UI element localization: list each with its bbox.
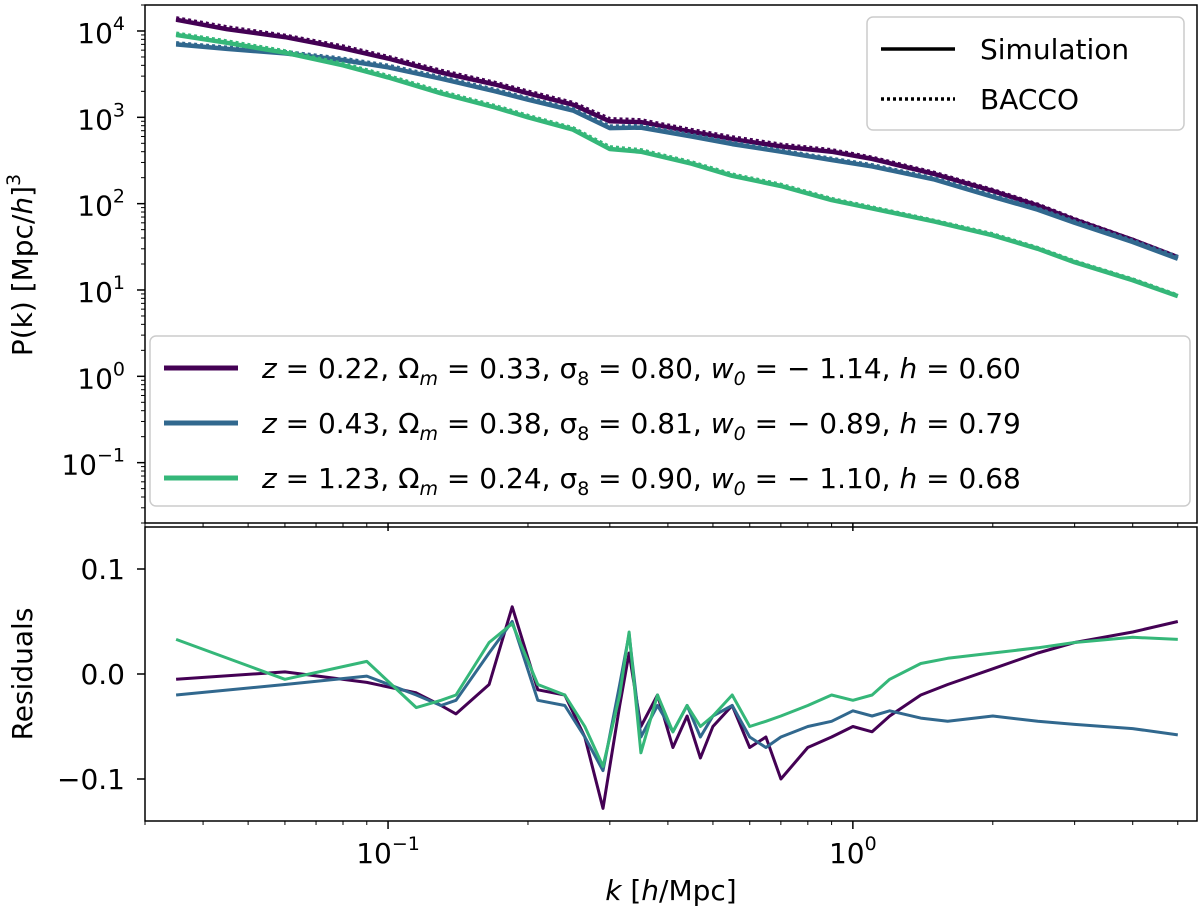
parameter-legend-box: [149, 335, 1191, 507]
bottom-y-tick-label: −0.1: [57, 763, 125, 796]
bottom-y-tick-label: 0.0: [80, 658, 125, 691]
top-y-axis-label: P(k) [Mpc/h]3: [3, 174, 39, 356]
x-tick-label: 100: [829, 833, 877, 870]
series-1-simulation-line: [175, 42, 1179, 261]
series-2-residual-line: [175, 622, 1178, 768]
x-tick-label: 10−1: [356, 833, 420, 870]
top-y-ticks: 10−1 100 101 102 103 104: [61, 4, 145, 524]
bottom-series-group: [175, 605, 1179, 810]
line-style-legend: Simulation BACCO: [866, 16, 1185, 131]
series-2-bacco-line: [175, 31, 1179, 298]
series-0-residual-line: [175, 605, 1179, 810]
series-0-bacco-line: [175, 16, 1179, 260]
parameter-legend: z = 0.22, Ωm = 0.33, σ8 = 0.80, w0 = − 1…: [149, 335, 1191, 507]
x-axis-label: k [h/Mpc]: [605, 874, 736, 907]
power-spectrum-panel: 10−1 100 101 102 103 104 P(k) [Mpc/h]3 Simula…: [3, 4, 1198, 531]
top-series-group: [175, 16, 1179, 299]
top-y-tick-label: 101: [77, 272, 125, 309]
top-y-tick-label: 102: [77, 186, 125, 223]
top-y-tick-label: 10−1: [61, 445, 125, 482]
legend-label-1: z = 0.43, Ωm = 0.38, σ8 = 0.81, w0 = − 0…: [261, 407, 1021, 445]
bottom-y-axis-label: Residuals: [6, 608, 39, 741]
line-style-legend-box: [866, 16, 1185, 131]
series-1-bacco-line: [175, 41, 1179, 260]
top-y-tick-label: 104: [77, 13, 125, 50]
bottom-y-ticks: 0.1 0.0 −0.1: [57, 553, 145, 796]
top-y-tick-label: 103: [77, 99, 125, 136]
series-1-residual-line: [175, 620, 1179, 773]
legend-bacco-label: BACCO: [980, 83, 1079, 116]
residuals-panel: 0.1 0.0 −0.1 10−1 100 Residuals k [h/Mpc]: [6, 526, 1198, 907]
bottom-y-tick-label: 0.1: [80, 553, 125, 586]
legend-simulation-label: Simulation: [980, 33, 1129, 66]
bottom-x-ticks: 10−1 100: [144, 821, 1179, 870]
top-y-tick-label: 100: [77, 358, 125, 395]
legend-label-0: z = 0.22, Ωm = 0.33, σ8 = 0.80, w0 = − 1…: [261, 352, 1021, 390]
legend-label-2: z = 1.23, Ωm = 0.24, σ8 = 0.90, w0 = − 1…: [261, 462, 1021, 500]
